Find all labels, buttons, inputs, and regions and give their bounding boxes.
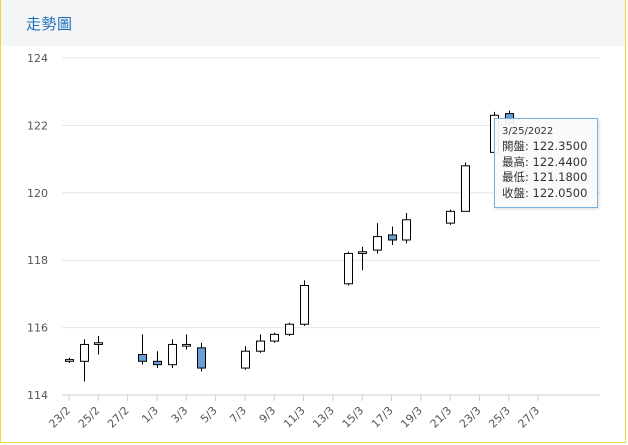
chart-title: 走勢圖 — [26, 15, 73, 33]
x-axis: 23/2 25/2 27/2 1/3 3/3 5/3 7/3 9/3 11/3 13/3 15/3 1… — [46, 395, 542, 431]
candle[interactable] — [80, 339, 89, 382]
y-tick-label: 124 — [27, 52, 48, 65]
tooltip-close-label: 收盤: — [502, 185, 533, 200]
x-tick-label: 9/3 — [257, 404, 279, 426]
x-tick-label: 21/3 — [428, 404, 455, 431]
candle[interactable] — [270, 332, 279, 343]
candle[interactable] — [285, 322, 294, 337]
tooltip-high-value: 122.4400 — [532, 154, 588, 169]
candle-body — [402, 219, 411, 241]
candle-body — [197, 347, 206, 369]
candle-body — [344, 252, 353, 285]
tooltip-open-label: 開盤: — [502, 139, 533, 153]
x-tick-label: 17/3 — [369, 404, 396, 431]
candle[interactable] — [388, 226, 397, 246]
candle-body — [94, 342, 103, 345]
x-tick-label: 3/3 — [169, 404, 191, 426]
candle[interactable] — [446, 209, 455, 225]
candle[interactable] — [300, 280, 309, 326]
candle-body — [285, 323, 294, 335]
tooltip-close-value: 122.0500 — [532, 185, 588, 200]
tooltip-low-value: 121.1800 — [532, 170, 588, 184]
candle-tooltip: 3/25/2022 開盤: 122.3500 最高: 122.4400 最低: … — [494, 118, 598, 208]
x-tick-label: 23/3 — [457, 404, 484, 431]
tooltip-high: 最高: 122.4400 — [502, 155, 597, 171]
candle-body — [241, 350, 250, 369]
grid-lines — [62, 57, 600, 396]
tooltip-close: 收盤: 122.0500 — [502, 186, 597, 202]
candle-body — [153, 360, 162, 366]
candle[interactable] — [94, 336, 103, 355]
tooltip-date: 3/25/2022 — [502, 126, 554, 137]
candle[interactable] — [65, 357, 74, 363]
chart-header: 走勢圖 — [1, 0, 625, 46]
candle-body — [168, 343, 177, 366]
candle-body — [446, 210, 455, 224]
candle[interactable] — [241, 346, 250, 370]
tooltip-open-value: 122.3500 — [532, 139, 588, 153]
x-tick-label: 13/3 — [310, 404, 337, 431]
candle[interactable] — [344, 251, 353, 286]
tooltip-low-label: 最低: — [502, 170, 533, 184]
candle-body — [256, 340, 265, 352]
candles — [65, 110, 514, 382]
candle[interactable] — [197, 342, 206, 372]
candle-body — [373, 236, 382, 251]
x-tick-label: 27/2 — [105, 404, 132, 431]
x-tick-label: 25/3 — [486, 404, 513, 431]
candle[interactable] — [168, 339, 177, 369]
candle-body — [182, 343, 191, 347]
x-tick-label: 1/3 — [139, 404, 161, 426]
candle-body — [300, 284, 309, 325]
x-tick-label: 11/3 — [281, 404, 308, 431]
y-tick-label: 116 — [27, 322, 48, 335]
candle-body — [80, 343, 89, 362]
candle[interactable] — [358, 246, 367, 271]
candle[interactable] — [373, 223, 382, 254]
x-tick-label: 5/3 — [198, 404, 220, 426]
tooltip-open: 開盤: 122.3500 — [502, 139, 597, 155]
candle-body — [270, 333, 279, 342]
x-tick-label: 19/3 — [398, 404, 425, 431]
tooltip-high-label: 最高: — [502, 154, 533, 169]
x-tick-label: 23/2 — [46, 404, 73, 431]
x-tick-label: 15/3 — [340, 404, 367, 431]
tooltip-low: 最低: 121.1800 — [502, 170, 597, 186]
y-tick-label: 120 — [27, 187, 48, 200]
candle-body — [358, 251, 367, 254]
y-tick-label: 118 — [27, 254, 48, 267]
y-axis: 114 116 118 120 122 124 — [27, 52, 48, 402]
candle[interactable] — [256, 334, 265, 353]
candle-body — [388, 234, 397, 241]
candle-body — [65, 359, 74, 362]
x-tick-label: 7/3 — [227, 404, 249, 426]
y-tick-label: 114 — [27, 389, 48, 402]
candle[interactable] — [461, 162, 470, 212]
candle-body — [138, 354, 147, 362]
y-tick-label: 122 — [27, 119, 48, 132]
x-tick-label: 27/3 — [516, 404, 543, 431]
candle-body — [461, 165, 470, 212]
x-tick-label: 25/2 — [76, 404, 103, 431]
candle[interactable] — [182, 334, 191, 350]
candle[interactable] — [153, 351, 162, 369]
candle[interactable] — [402, 213, 411, 244]
candle[interactable] — [138, 334, 147, 365]
